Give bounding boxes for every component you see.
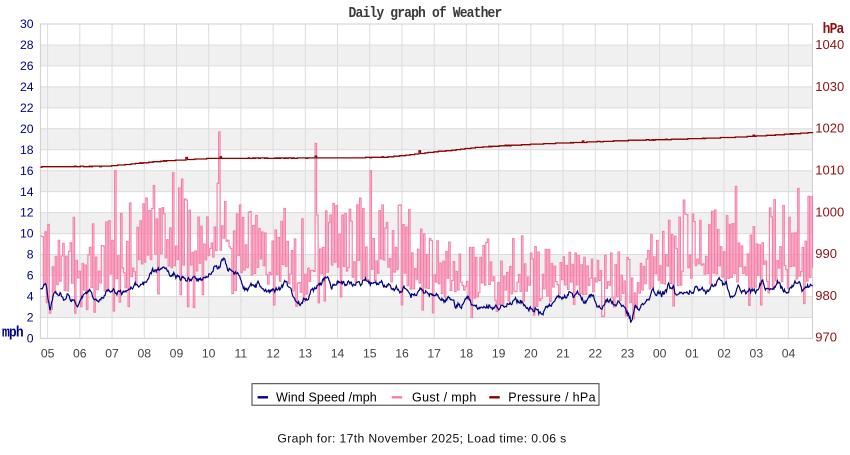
svg-text:04: 04 bbox=[782, 347, 796, 361]
svg-text:18: 18 bbox=[20, 143, 34, 157]
svg-text:hPa: hPa bbox=[823, 21, 844, 38]
svg-text:23: 23 bbox=[621, 347, 635, 361]
svg-text:Daily graph of Weather: Daily graph of Weather bbox=[349, 5, 502, 22]
svg-text:11: 11 bbox=[235, 347, 248, 361]
svg-text:1020: 1020 bbox=[815, 121, 844, 136]
svg-text:Graph for: 17th November 2025;: Graph for: 17th November 2025; Load time… bbox=[277, 431, 566, 445]
svg-text:16: 16 bbox=[20, 164, 34, 178]
svg-text:08: 08 bbox=[137, 347, 151, 361]
svg-text:1000: 1000 bbox=[815, 204, 844, 219]
svg-text:1010: 1010 bbox=[815, 163, 844, 178]
svg-text:1040: 1040 bbox=[815, 37, 844, 52]
svg-text:14: 14 bbox=[20, 185, 34, 199]
svg-text:6: 6 bbox=[27, 269, 34, 283]
svg-text:970: 970 bbox=[815, 330, 837, 345]
svg-text:980: 980 bbox=[815, 288, 837, 303]
svg-text:21: 21 bbox=[556, 347, 570, 361]
svg-text:03: 03 bbox=[750, 347, 764, 361]
svg-text:990: 990 bbox=[815, 246, 837, 261]
svg-text:Pressure / hPa: Pressure / hPa bbox=[508, 390, 596, 404]
svg-text:Wind Speed /mph: Wind Speed /mph bbox=[276, 390, 377, 404]
svg-text:10: 10 bbox=[20, 227, 34, 241]
svg-text:22: 22 bbox=[20, 101, 34, 115]
svg-text:4: 4 bbox=[27, 290, 34, 304]
svg-text:02: 02 bbox=[717, 347, 731, 361]
svg-text:20: 20 bbox=[20, 122, 34, 136]
svg-text:00: 00 bbox=[653, 347, 667, 361]
svg-text:10: 10 bbox=[202, 347, 216, 361]
svg-text:Gust / mph: Gust / mph bbox=[412, 390, 477, 404]
svg-text:16: 16 bbox=[395, 347, 409, 361]
svg-text:24: 24 bbox=[20, 80, 34, 94]
svg-text:26: 26 bbox=[20, 59, 34, 73]
svg-text:12: 12 bbox=[20, 206, 34, 220]
svg-text:12: 12 bbox=[266, 347, 280, 361]
svg-text:07: 07 bbox=[105, 347, 119, 361]
svg-text:20: 20 bbox=[524, 347, 538, 361]
svg-text:17: 17 bbox=[427, 347, 441, 361]
svg-text:22: 22 bbox=[588, 347, 602, 361]
svg-text:19: 19 bbox=[492, 347, 506, 361]
svg-text:2: 2 bbox=[27, 311, 34, 325]
svg-text:15: 15 bbox=[363, 347, 377, 361]
svg-text:01: 01 bbox=[685, 347, 699, 361]
svg-text:28: 28 bbox=[20, 38, 34, 52]
svg-text:30: 30 bbox=[20, 17, 34, 31]
svg-text:05: 05 bbox=[41, 347, 55, 361]
svg-text:18: 18 bbox=[460, 347, 474, 361]
svg-text:09: 09 bbox=[170, 347, 184, 361]
svg-text:14: 14 bbox=[331, 347, 345, 361]
svg-text:8: 8 bbox=[27, 248, 34, 262]
svg-text:0: 0 bbox=[27, 332, 34, 346]
svg-text:06: 06 bbox=[73, 347, 87, 361]
svg-text:mph: mph bbox=[2, 325, 23, 342]
svg-text:1030: 1030 bbox=[815, 79, 844, 94]
svg-text:13: 13 bbox=[299, 347, 313, 361]
